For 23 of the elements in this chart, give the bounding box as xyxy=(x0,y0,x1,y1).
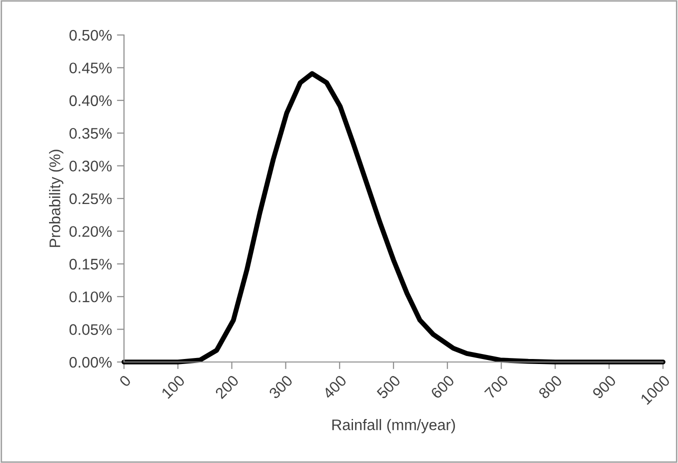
y-tick-label: 0.25% xyxy=(69,193,112,204)
x-tick-label: 700 xyxy=(484,374,509,400)
y-axis-title: Probability (%) xyxy=(49,150,64,247)
x-tick-label: 400 xyxy=(322,374,348,400)
y-tick-label: 0.10% xyxy=(69,291,112,302)
y-tick-label: 0.20% xyxy=(69,226,112,237)
x-axis-title: Rainfall (mm/year) xyxy=(332,419,455,434)
x-tick-label: 200 xyxy=(214,374,240,400)
x-tick-label: 800 xyxy=(538,374,563,400)
y-tick-label: 0.30% xyxy=(69,160,112,172)
x-tick-label: 300 xyxy=(268,374,294,400)
y-tick-label: 0.00% xyxy=(69,356,112,368)
y-tick-label: 0.45% xyxy=(69,62,112,74)
y-tick-label: 0.15% xyxy=(69,258,112,270)
x-tick-label: 500 xyxy=(376,374,402,400)
x-tick-label: 100 xyxy=(160,374,186,399)
x-tick-label: 0 xyxy=(118,374,132,388)
y-tick-label: 0.50% xyxy=(69,30,112,41)
y-tick-label: 0.35% xyxy=(69,128,112,139)
x-tick-label: 900 xyxy=(592,374,617,400)
x-tick-label: 600 xyxy=(430,374,455,400)
y-tick-label: 0.40% xyxy=(69,95,112,106)
y-tick-label: 0.05% xyxy=(69,324,112,335)
